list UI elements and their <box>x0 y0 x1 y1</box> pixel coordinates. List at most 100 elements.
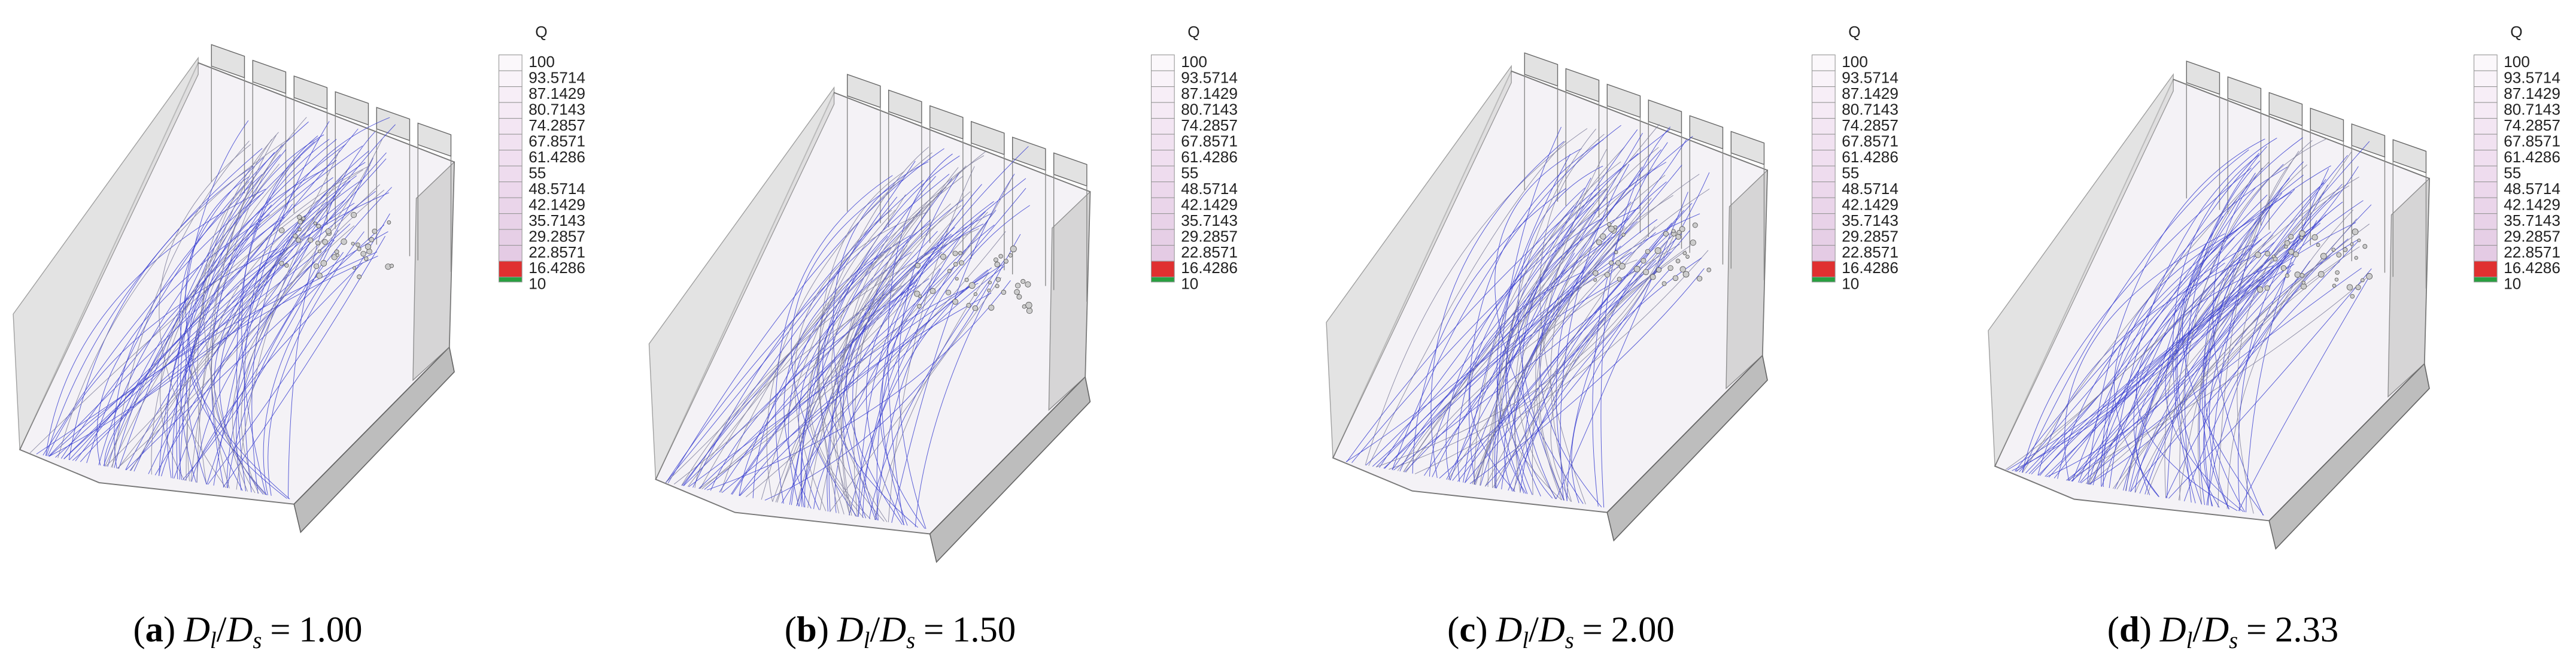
streamline <box>48 175 357 457</box>
streamline <box>158 138 330 476</box>
vortex-particle <box>2332 283 2337 288</box>
streamline <box>813 265 1005 509</box>
streamline <box>1446 132 1643 480</box>
streamline <box>2101 166 2288 487</box>
caption-symbol: D <box>1495 610 1522 650</box>
vortex-particle <box>1690 239 1696 246</box>
streamline <box>1492 236 1671 488</box>
streamline <box>2064 233 2225 481</box>
vortex-particle <box>325 228 332 235</box>
caption-slash: / <box>870 610 880 650</box>
streamline <box>182 229 339 480</box>
vortex-particle <box>390 264 394 268</box>
caption-symbol: D <box>226 610 253 650</box>
vortex-particle <box>946 289 952 295</box>
caption-subscript: l <box>2186 628 2193 653</box>
vortex-particle <box>360 250 366 257</box>
streamline <box>186 169 324 485</box>
vortex-particle <box>369 237 375 243</box>
legend-swatch <box>1811 70 1836 87</box>
streamline <box>775 175 893 504</box>
panel: Q 10093.571487.142980.714374.285767.85716… <box>648 23 1238 653</box>
vortex-particle <box>1672 275 1679 281</box>
vortex-particle <box>357 247 362 252</box>
legend-label: 22.8571 <box>2504 243 2560 261</box>
right-wall <box>1048 190 1091 411</box>
legend-swatch <box>2473 150 2498 166</box>
caption-paren: ( <box>133 610 145 650</box>
legend-swatch <box>1150 197 1175 214</box>
vortex-particle <box>279 261 284 266</box>
streamline <box>68 166 254 460</box>
vortex-particle <box>2255 252 2261 258</box>
streamline <box>1501 149 1662 490</box>
vortex-particle <box>2265 250 2271 257</box>
legend-label: 35.7143 <box>1842 211 1898 229</box>
rack <box>1689 115 1724 150</box>
legend-label: 16.4286 <box>528 259 585 277</box>
legend-swatch <box>1150 181 1175 198</box>
streamline <box>2139 155 2348 494</box>
streamline <box>2179 138 2326 501</box>
streamline <box>172 247 287 479</box>
vortex-particle <box>1663 231 1669 237</box>
vortex-particle <box>316 223 321 229</box>
vortex-particle <box>1010 246 1017 253</box>
legend-label: 29.2857 <box>2504 227 2560 245</box>
vortex-particle <box>994 261 1000 268</box>
streamline <box>1521 153 1639 499</box>
streamline <box>206 180 351 485</box>
rack <box>2392 139 2427 174</box>
streamline <box>796 215 958 506</box>
vortex-particle <box>357 274 362 280</box>
legend-label: 74.2857 <box>2504 116 2560 134</box>
streamline <box>1475 226 1626 485</box>
legend-label: 48.5714 <box>2504 180 2560 198</box>
streamline <box>1560 164 1630 501</box>
left-wall <box>1326 65 1512 458</box>
streamline <box>1514 207 1599 493</box>
streamline <box>2166 164 2284 498</box>
legend-swatch <box>498 55 523 71</box>
right-wall <box>1726 169 1768 390</box>
panel: Q 10093.571487.142980.714374.285767.85716… <box>13 23 585 653</box>
legend-label: 61.4286 <box>2504 148 2560 166</box>
legend-label: 22.8571 <box>1181 243 1238 261</box>
streamline <box>105 150 340 467</box>
legend-title: Q <box>1187 23 1199 41</box>
rack <box>211 44 245 78</box>
vortex-particle <box>1593 270 1599 276</box>
streamline <box>211 223 261 488</box>
vortex-particle <box>293 234 298 239</box>
streamline <box>1469 268 1705 485</box>
streamline <box>159 144 251 488</box>
legend-label: 80.7143 <box>2504 100 2560 118</box>
streamline <box>188 217 287 499</box>
streamline <box>1539 134 1605 505</box>
rack <box>1565 68 1600 102</box>
legend-label: 61.4286 <box>528 148 585 166</box>
vortex-particle <box>1596 239 1602 246</box>
streamline <box>775 191 971 502</box>
streamline <box>687 165 967 487</box>
streamline <box>2128 146 2267 492</box>
legend-label: 10 <box>528 275 546 293</box>
vortex-particle <box>918 294 922 298</box>
legend-label: 10 <box>2504 275 2521 293</box>
vortex-particle <box>335 253 339 258</box>
vortex-particle <box>2299 273 2305 278</box>
streamline <box>2136 262 2238 511</box>
streamline <box>1505 207 1641 495</box>
legend-swatch <box>498 245 523 262</box>
rack <box>1606 83 1641 118</box>
streamline <box>1457 222 1672 482</box>
vortex-particle <box>2293 251 2299 258</box>
legend-label: 93.5714 <box>1181 68 1238 86</box>
streamline <box>1465 196 1608 483</box>
streamline <box>858 210 997 517</box>
rack <box>335 91 369 126</box>
vortex-particle <box>914 290 921 297</box>
vortex-particle <box>314 263 320 270</box>
vortex-particle <box>351 241 355 246</box>
caption-paren: ( <box>2107 610 2119 650</box>
